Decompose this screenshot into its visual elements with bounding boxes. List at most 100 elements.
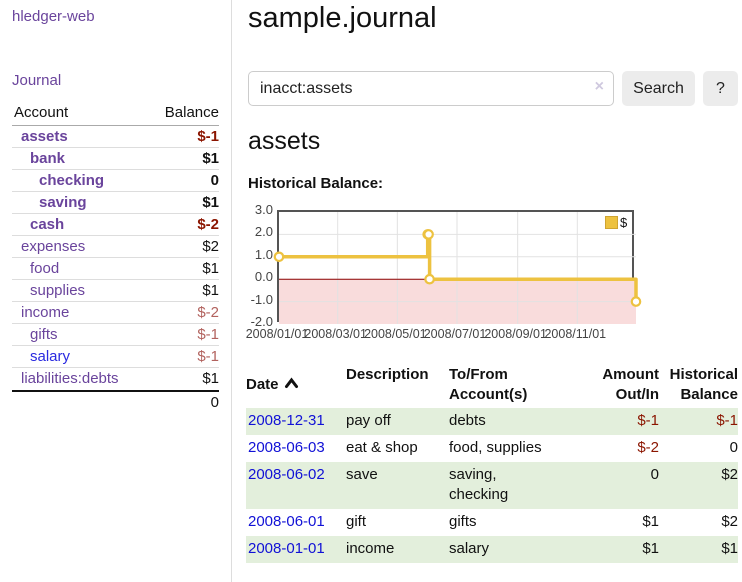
x-axis-label: 2008/03/01 [304, 327, 367, 341]
sidebar-item-journal[interactable]: Journal [12, 72, 62, 89]
register-col-date-label: Date [246, 376, 279, 393]
transaction-description: income [346, 540, 395, 557]
transaction-row: 2008-06-02 save saving, checking 0 $2 [246, 462, 738, 509]
help-button[interactable]: ? [703, 71, 738, 106]
register-col-tofrom: To/From Account(s) [449, 366, 528, 403]
transaction-row: 2008-06-01 gift gifts $1 $2 [246, 509, 738, 536]
transaction-accounts: saving, checking [449, 466, 509, 503]
account-link-cash[interactable]: cash [30, 216, 65, 233]
transaction-amount: $1 [642, 540, 659, 557]
chart-legend: $ [603, 214, 630, 231]
y-axis-label: 3.0 [254, 202, 273, 217]
register-col-date: Date [246, 365, 346, 405]
page-title: sample.journal [248, 2, 437, 34]
legend-swatch-icon [605, 216, 618, 229]
transaction-description: eat & shop [346, 439, 418, 456]
account-link-salary[interactable]: salary [30, 348, 71, 365]
transaction-accounts: food, supplies [449, 439, 542, 456]
transaction-description: save [346, 466, 378, 483]
transaction-accounts: debts [449, 412, 486, 429]
account-balance: 0 [210, 172, 219, 189]
account-balance: $2 [202, 238, 219, 255]
transaction-amount: $1 [642, 513, 659, 530]
accounts-table: Account Balance assets $-1 bank $1 checking 0… [12, 102, 219, 412]
account-link-gifts[interactable]: gifts [30, 326, 58, 343]
transaction-date-cell: 2008-06-03 [246, 438, 346, 458]
y-axis-label: 0.0 [254, 269, 273, 285]
account-row: gifts $-1 [12, 324, 219, 346]
chart-title: Historical Balance: [248, 175, 384, 192]
transaction-date-cell: 2008-12-31 [246, 411, 346, 431]
transaction-date-link[interactable]: 2008-12-31 [248, 412, 325, 429]
register-col-balance: Historical Balance [669, 366, 738, 403]
y-axis-label: -2.0 [250, 314, 273, 329]
transaction-date-cell: 2008-01-01 [246, 539, 346, 559]
accounts-col-account: Account [14, 104, 69, 121]
x-axis-label: 2008/01/01 [245, 327, 309, 341]
account-link-checking[interactable]: checking [39, 172, 105, 189]
transaction-description: gift [346, 513, 367, 530]
account-link-food[interactable]: food [30, 260, 60, 277]
brand-link[interactable]: hledger-web [12, 8, 95, 25]
data-point-marker [630, 296, 642, 307]
account-row: bank $1 [12, 148, 219, 170]
account-balance: $1 [202, 260, 219, 277]
register-col-description: Description [346, 366, 429, 383]
transaction-date-cell: 2008-06-02 [246, 465, 346, 505]
transaction-date-link[interactable]: 2008-06-01 [248, 513, 325, 530]
account-balance: $-1 [197, 128, 219, 145]
transaction-balance: $2 [721, 466, 738, 483]
x-axis-label: 2008/11/01 [544, 327, 607, 341]
data-point-marker [423, 229, 434, 240]
account-balance: $1 [202, 282, 219, 299]
accounts-table-header: Account Balance [12, 102, 219, 126]
sidebar: hledger-web Journal Account Balance asse… [0, 0, 232, 582]
x-axis-label: 2008/07/01 [423, 327, 487, 341]
account-row: income $-2 [12, 302, 219, 324]
transaction-date-cell: 2008-06-01 [246, 512, 346, 532]
account-row: cash $-2 [12, 214, 219, 236]
account-link-income[interactable]: income [21, 304, 70, 321]
y-axis-label: 1.0 [254, 246, 273, 262]
account-balance: $-2 [197, 304, 219, 321]
transaction-date-link[interactable]: 2008-06-03 [248, 439, 325, 456]
accounts-rows: assets $-1 bank $1 checking 0 saving $1 cash $-2 e… [12, 126, 219, 390]
account-link-liabilities-debts[interactable]: liabilities:debts [21, 370, 119, 387]
transaction-balance: $-1 [716, 412, 738, 429]
transaction-amount: $-2 [637, 439, 659, 456]
transaction-balance: $1 [721, 540, 738, 557]
account-balance: $1 [202, 194, 219, 211]
account-balance: $-1 [197, 326, 219, 343]
account-title: assets [248, 127, 321, 155]
y-axis-label: 2.0 [254, 224, 273, 240]
account-link-supplies[interactable]: supplies [30, 282, 86, 299]
account-row: supplies $1 [12, 280, 219, 302]
account-link-saving[interactable]: saving [39, 194, 87, 211]
legend-label: $ [620, 215, 628, 230]
search-box: × [248, 71, 614, 106]
account-row: liabilities:debts $1 [12, 368, 219, 390]
search-button[interactable]: Search [622, 71, 695, 106]
transaction-date-link[interactable]: 2008-06-02 [248, 466, 325, 483]
account-row: saving $1 [12, 192, 219, 214]
clear-search-icon[interactable]: × [594, 78, 604, 95]
register-rows: 2008-12-31 pay off debts $-1 $-1 2008-06-03 ea… [246, 408, 738, 563]
account-row: expenses $2 [12, 236, 219, 258]
account-link-bank[interactable]: bank [30, 150, 66, 167]
data-point-marker [273, 251, 285, 263]
sort-asc-icon [284, 375, 299, 395]
transaction-accounts: gifts [449, 513, 477, 530]
account-link-expenses[interactable]: expenses [21, 238, 86, 255]
account-row: checking 0 [12, 170, 219, 192]
search-input[interactable] [248, 71, 614, 106]
accounts-total-value: 0 [210, 394, 219, 411]
transaction-description: pay off [346, 412, 391, 429]
x-axis-label: 2008/09/01 [484, 327, 547, 341]
register-table: Date Description To/From Account(s) Amoun… [246, 363, 738, 563]
account-link-assets[interactable]: assets [21, 128, 68, 145]
historical-balance-chart: $ 3.0 2.0 1.0 0.0 -1.0 -2.0 2008/01/01 2008/03/… [246, 202, 742, 345]
register-col-amount: Amount Out/In [602, 366, 659, 403]
accounts-total-row: 0 [12, 390, 219, 412]
chart-plot-area [273, 210, 642, 324]
transaction-date-link[interactable]: 2008-01-01 [248, 540, 325, 557]
